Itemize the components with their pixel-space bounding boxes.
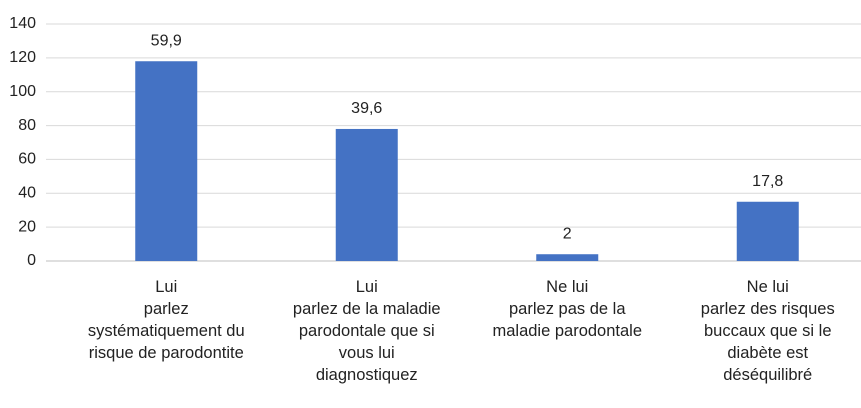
data-label: 2	[563, 225, 572, 242]
y-tick-label: 80	[18, 117, 36, 134]
y-tick-label: 100	[9, 83, 36, 100]
y-tick-label: 20	[18, 218, 36, 235]
bar	[135, 61, 198, 261]
x-tick-label: Ne lui parlez des risques buccaux que si…	[700, 278, 835, 384]
data-label: 17,8	[752, 173, 783, 190]
y-tick-label: 0	[27, 252, 36, 269]
bar	[335, 128, 398, 261]
x-tick-label: Lui parlez de la maladie parodontale que…	[292, 278, 441, 384]
y-tick-label: 60	[18, 151, 36, 168]
data-label: 59,9	[151, 32, 182, 49]
x-tick-label: Lui parlez systématiquement du risque de…	[87, 278, 245, 362]
y-tick-label: 40	[18, 185, 36, 202]
x-tick-label: Ne lui parlez pas de la maladie parodont…	[492, 278, 643, 340]
y-tick-label: 120	[9, 49, 36, 66]
data-label: 39,6	[351, 100, 382, 117]
bar	[736, 201, 799, 261]
bar	[536, 254, 599, 261]
y-tick-label: 140	[9, 15, 36, 32]
